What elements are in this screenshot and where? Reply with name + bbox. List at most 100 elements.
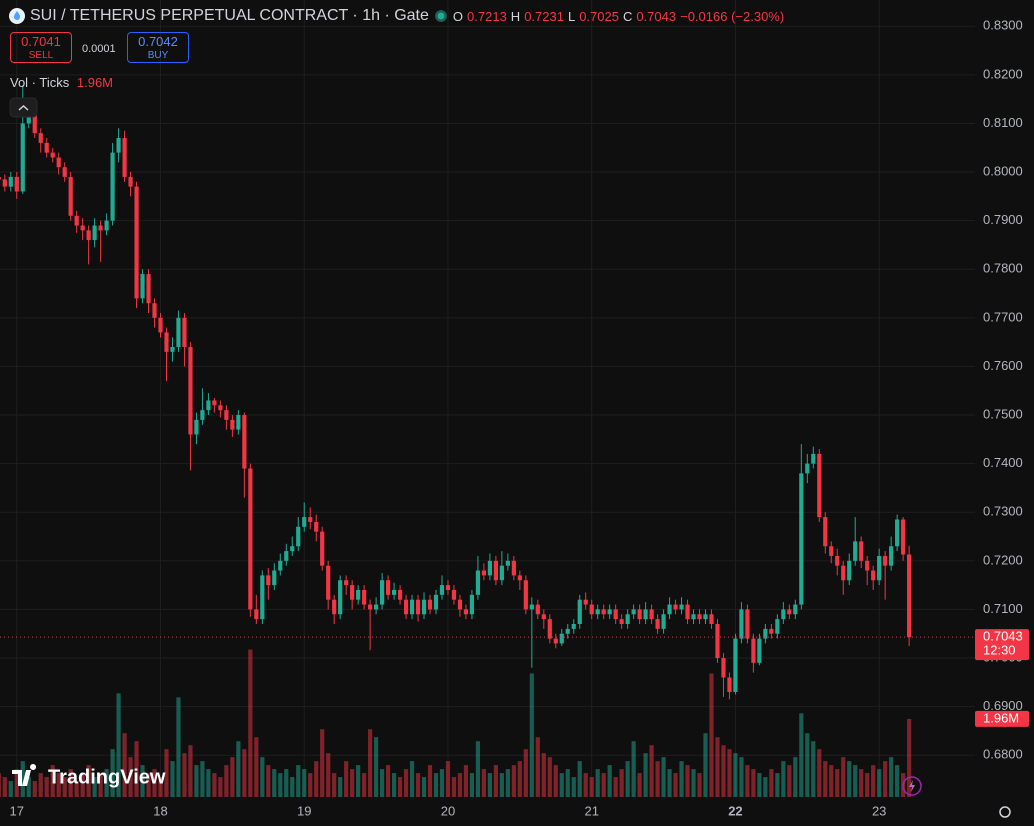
volume-bar <box>278 773 283 797</box>
candle-body <box>853 541 858 561</box>
volume-bar <box>152 769 157 797</box>
volume-bar <box>853 765 858 797</box>
candle-body <box>655 619 660 629</box>
volume-bar <box>290 777 295 797</box>
volume-bar <box>427 765 433 797</box>
candle-body <box>733 638 738 693</box>
volume-bar <box>553 765 558 797</box>
volume-bar <box>409 761 415 797</box>
volume-bar <box>685 765 690 797</box>
candle-body <box>679 604 684 610</box>
volume-bar <box>194 765 199 797</box>
volume-bar <box>0 773 1 797</box>
candle-body <box>775 619 780 634</box>
candle-body <box>188 346 193 435</box>
candle-body <box>86 230 91 241</box>
candle-body <box>104 220 109 231</box>
candle-body <box>164 332 169 352</box>
candle-body <box>26 113 31 124</box>
candle-body <box>739 609 744 639</box>
candle-body <box>859 541 864 561</box>
volume-bar <box>26 777 31 797</box>
price-tag <box>975 629 1029 661</box>
buy-label: BUY <box>147 50 169 61</box>
candle-body <box>284 551 289 561</box>
volume-bar <box>224 765 229 797</box>
candle-body <box>242 415 247 469</box>
candle-body <box>344 580 349 586</box>
volume-bar <box>68 769 73 797</box>
volume-bar <box>589 777 594 797</box>
lightning-button[interactable] <box>902 776 922 796</box>
volume-bar <box>709 673 714 797</box>
candle-body <box>134 186 139 299</box>
candle-body <box>463 609 469 615</box>
candle-body <box>140 274 145 299</box>
candle-body <box>272 570 277 586</box>
volume-bar <box>32 781 37 797</box>
y-tick-label: 0.8000 <box>983 163 1023 178</box>
x-tick-label: 22 <box>728 803 742 818</box>
y-tick-label: 0.7600 <box>983 358 1023 373</box>
y-tick-label: 0.7200 <box>983 552 1023 567</box>
x-tick-label: 18 <box>153 803 167 818</box>
header: SUI / TETHERUS PERPETUAL CONTRACT · 1h ·… <box>8 6 784 26</box>
lightning-icon <box>909 780 915 792</box>
candle-body <box>547 619 552 639</box>
volume-bar <box>547 757 552 797</box>
candle-body <box>20 123 25 192</box>
volume-bar <box>368 729 373 797</box>
legend-label: C <box>622 8 633 24</box>
watermark: TradingView <box>48 766 166 788</box>
volume-bar <box>170 761 175 797</box>
y-tick-label: 0.8300 <box>983 18 1023 33</box>
volume-bar <box>661 757 666 797</box>
candle-body <box>278 560 283 571</box>
volume-bar <box>733 753 738 797</box>
candle-body <box>385 580 391 595</box>
candle-body <box>673 604 678 610</box>
volume-bar <box>781 761 786 797</box>
y-tick-label: 0.7700 <box>983 309 1023 324</box>
volume-bar <box>673 773 678 797</box>
candle-body <box>541 614 546 620</box>
volume-bar <box>457 773 463 797</box>
candle-body <box>523 580 528 610</box>
legend-value: 0.7025 <box>579 8 619 24</box>
candle-body <box>308 517 313 522</box>
volume-bar <box>266 765 271 797</box>
legend-label: H <box>510 8 521 24</box>
status-dot <box>434 10 447 22</box>
candle-body <box>625 614 630 624</box>
candle-body <box>901 519 906 555</box>
settings-button[interactable] <box>999 806 1011 818</box>
volume-bar <box>805 733 810 797</box>
y-tick-label: 0.7500 <box>983 406 1023 421</box>
volume-bar <box>727 749 732 797</box>
volume-bar <box>362 773 367 797</box>
candle-body <box>122 138 127 177</box>
volume-bar <box>745 765 750 797</box>
candle-body <box>110 152 115 221</box>
sell-button[interactable]: 0.7041 SELL <box>10 32 72 63</box>
candle-body <box>427 599 433 610</box>
volume-bar <box>487 773 492 797</box>
volume-bar <box>859 769 864 797</box>
candle-body <box>439 585 445 595</box>
candle-body <box>583 599 588 605</box>
candle-body <box>805 463 810 474</box>
volume-bar <box>80 773 85 797</box>
spread: 0.0001 <box>82 43 116 55</box>
volume-bar <box>625 761 630 797</box>
volume-bar <box>350 769 355 797</box>
buy-button[interactable]: 0.7042 BUY <box>127 32 189 63</box>
candle-body <box>529 604 534 610</box>
candle-body <box>535 604 540 615</box>
legend-value: 0.7231 <box>524 8 564 24</box>
volume-bar <box>799 713 804 797</box>
collapse-button[interactable] <box>9 97 38 118</box>
volume-bar <box>374 737 379 797</box>
candle-body <box>2 179 7 187</box>
